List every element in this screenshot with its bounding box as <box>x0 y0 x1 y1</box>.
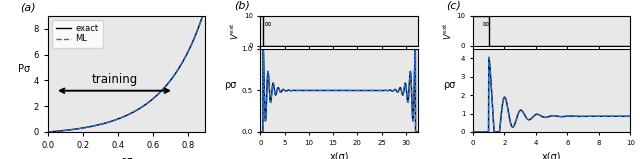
exact <box>143 103 150 105</box>
Line: exact: exact <box>48 10 205 132</box>
ML <box>44 131 52 133</box>
ML <box>143 103 150 105</box>
ML <box>106 121 114 123</box>
ML <box>157 90 165 92</box>
Line: ML: ML <box>48 10 205 132</box>
exact <box>158 90 166 91</box>
exact <box>95 124 103 126</box>
Text: (a): (a) <box>20 2 35 12</box>
Y-axis label: Pσ: Pσ <box>18 64 30 74</box>
Text: (c): (c) <box>446 0 461 10</box>
exact <box>44 131 52 133</box>
exact <box>106 121 114 123</box>
Text: (b): (b) <box>234 0 250 10</box>
Y-axis label: ρσ: ρσ <box>224 80 237 90</box>
exact <box>157 90 165 92</box>
Y-axis label: $V^{\mathrm{ext}}$: $V^{\mathrm{ext}}$ <box>228 22 241 40</box>
Text: $\infty$: $\infty$ <box>263 18 272 28</box>
ML <box>201 9 209 11</box>
Text: training: training <box>92 73 138 86</box>
X-axis label: x(σ): x(σ) <box>542 151 561 159</box>
Text: $\infty$: $\infty$ <box>481 18 490 28</box>
Legend: exact, ML: exact, ML <box>52 20 103 48</box>
ML <box>63 129 71 131</box>
Y-axis label: $V^{\mathrm{ext}}$: $V^{\mathrm{ext}}$ <box>441 22 454 40</box>
X-axis label: x(σ): x(σ) <box>330 151 349 159</box>
ML <box>158 90 166 91</box>
Y-axis label: ρσ: ρσ <box>444 80 456 90</box>
ML <box>95 124 103 126</box>
X-axis label: ρσ: ρσ <box>120 156 133 159</box>
exact <box>201 9 209 11</box>
exact <box>63 129 71 131</box>
